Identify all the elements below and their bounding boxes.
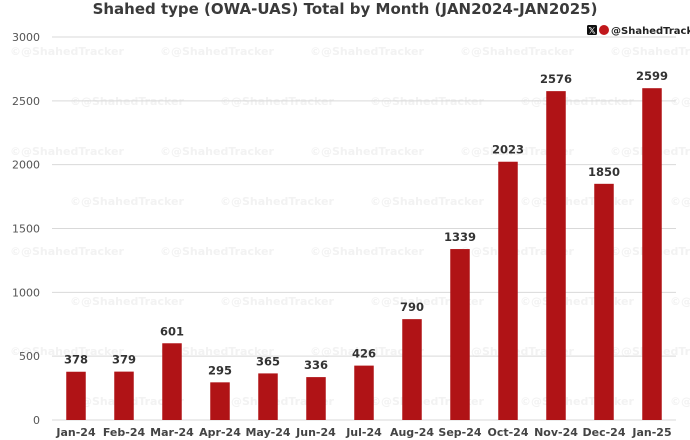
watermark-text: ©@ShahedTracker xyxy=(160,345,274,358)
bar xyxy=(642,88,662,420)
watermark-text: ©@ShahedTracker xyxy=(670,295,690,308)
data-label: 379 xyxy=(112,353,136,367)
x-tick-label: Mar-24 xyxy=(150,426,194,439)
watermark-text: ©@ShahedTracker xyxy=(310,145,424,158)
bar xyxy=(66,371,86,420)
watermark-text: ©@ShahedTracker xyxy=(670,195,690,208)
x-logo-glyph: 𝕏 xyxy=(588,27,596,37)
watermark-text: ©@ShahedTracker xyxy=(10,45,124,58)
data-label: 2023 xyxy=(492,143,524,157)
watermark-text: ©@ShahedTracker xyxy=(520,195,634,208)
y-tick-label: 2000 xyxy=(12,159,40,172)
watermark-text: ©@ShahedTracker xyxy=(520,295,634,308)
bar xyxy=(594,183,614,420)
bars xyxy=(66,88,662,420)
bar xyxy=(162,343,182,420)
watermark-text: ©@ShahedTracker xyxy=(160,45,274,58)
y-tick-label: 3000 xyxy=(12,31,40,44)
chart-title: Shahed type (OWA-UAS) Total by Month (JA… xyxy=(93,0,598,18)
data-label: 2599 xyxy=(636,69,668,83)
watermark-text: ©@ShahedTracker xyxy=(70,95,184,108)
data-label: 295 xyxy=(208,363,232,377)
watermark-text: ©@ShahedTracker xyxy=(670,95,690,108)
bar xyxy=(258,373,278,420)
y-tick-label: 1500 xyxy=(12,223,40,236)
x-tick-label: Dec-24 xyxy=(583,426,626,439)
bar xyxy=(210,382,230,420)
watermark-layer: ©@ShahedTracker ©@ShahedTracker ©@ShahedTr… xyxy=(10,45,690,408)
y-tick-label: 0 xyxy=(33,414,40,427)
watermark-text: ©@ShahedTracker xyxy=(10,245,124,258)
watermark-text: ©@ShahedTracker xyxy=(70,195,184,208)
x-tick-label: Jan-24 xyxy=(55,426,96,439)
bar xyxy=(498,161,518,420)
watermark-text: ©@ShahedTracker xyxy=(310,45,424,58)
x-logo-icon xyxy=(587,25,597,35)
x-tick-label: Sep-24 xyxy=(438,426,481,439)
bar xyxy=(402,319,422,420)
data-label: 1339 xyxy=(444,230,476,244)
watermark-text: ©@ShahedTracker xyxy=(460,145,574,158)
data-label: 2576 xyxy=(540,72,572,86)
brand-badge: 𝕏 @ShahedTracker xyxy=(587,25,690,37)
watermark-text: ©@ShahedTracker xyxy=(460,45,574,58)
x-tick-label: May-24 xyxy=(245,426,290,439)
y-tick-label: 2500 xyxy=(12,95,40,108)
y-axis: 0 500 1000 1500 2000 2500 3000 xyxy=(12,31,40,427)
watermark-text: ©@ShahedTracker xyxy=(520,95,634,108)
watermark-text: ©@ShahedTracker xyxy=(520,395,634,408)
bar xyxy=(114,371,134,420)
y-tick-label: 1000 xyxy=(12,286,40,299)
watermark-text: ©@ShahedTracker xyxy=(220,95,334,108)
x-tick-label: Oct-24 xyxy=(487,426,528,439)
watermark-text: ©@ShahedTracker xyxy=(370,95,484,108)
x-axis: Jan-24 Feb-24 Mar-24 Apr-24 May-24 Jun-24 Jul-… xyxy=(55,426,671,439)
bar xyxy=(306,377,326,420)
x-tick-label: Jun-24 xyxy=(295,426,336,439)
watermark-text: ©@ShahedTracker xyxy=(310,245,424,258)
x-tick-label: Aug-24 xyxy=(390,426,434,439)
brand-handle: @ShahedTracker xyxy=(611,26,690,37)
data-label: 426 xyxy=(352,347,376,361)
bar xyxy=(450,249,470,420)
watermark-text: ©@ShahedTracker xyxy=(70,295,184,308)
data-label: 1850 xyxy=(588,165,620,179)
data-label: 378 xyxy=(64,353,88,367)
y-tick-label: 500 xyxy=(19,350,40,363)
x-tick-label: Jan-25 xyxy=(631,426,671,439)
data-labels: 378 379 601 295 365 336 426 790 1339 2023 2576 1850… xyxy=(64,69,668,377)
bar xyxy=(546,91,566,420)
x-tick-label: Nov-24 xyxy=(534,426,578,439)
watermark-text: ©@ShahedTracker xyxy=(370,195,484,208)
watermark-text: ©@ShahedTracker xyxy=(10,145,124,158)
watermark-text: ©@ShahedTracker xyxy=(220,195,334,208)
watermark-text: ©@ShahedTracker xyxy=(310,345,424,358)
data-label: 790 xyxy=(400,300,424,314)
watermark-text: ©@ShahedTracker xyxy=(160,145,274,158)
watermark-text: ©@ShahedTracker xyxy=(670,395,690,408)
gridlines xyxy=(52,36,676,421)
watermark-text: ©@ShahedTracker xyxy=(220,295,334,308)
data-label: 336 xyxy=(304,358,328,372)
data-label: 601 xyxy=(160,324,184,338)
watermark-text: ©@ShahedTracker xyxy=(10,345,124,358)
x-tick-label: Feb-24 xyxy=(103,426,146,439)
data-label: 365 xyxy=(256,354,280,368)
shahed-tracker-logo-icon xyxy=(599,25,609,35)
watermark-text: ©@ShahedTracker xyxy=(610,45,690,58)
x-tick-label: Jul-24 xyxy=(345,426,382,439)
x-tick-label: Apr-24 xyxy=(199,426,241,439)
bar xyxy=(354,365,374,420)
watermark-text: ©@ShahedTracker xyxy=(160,245,274,258)
